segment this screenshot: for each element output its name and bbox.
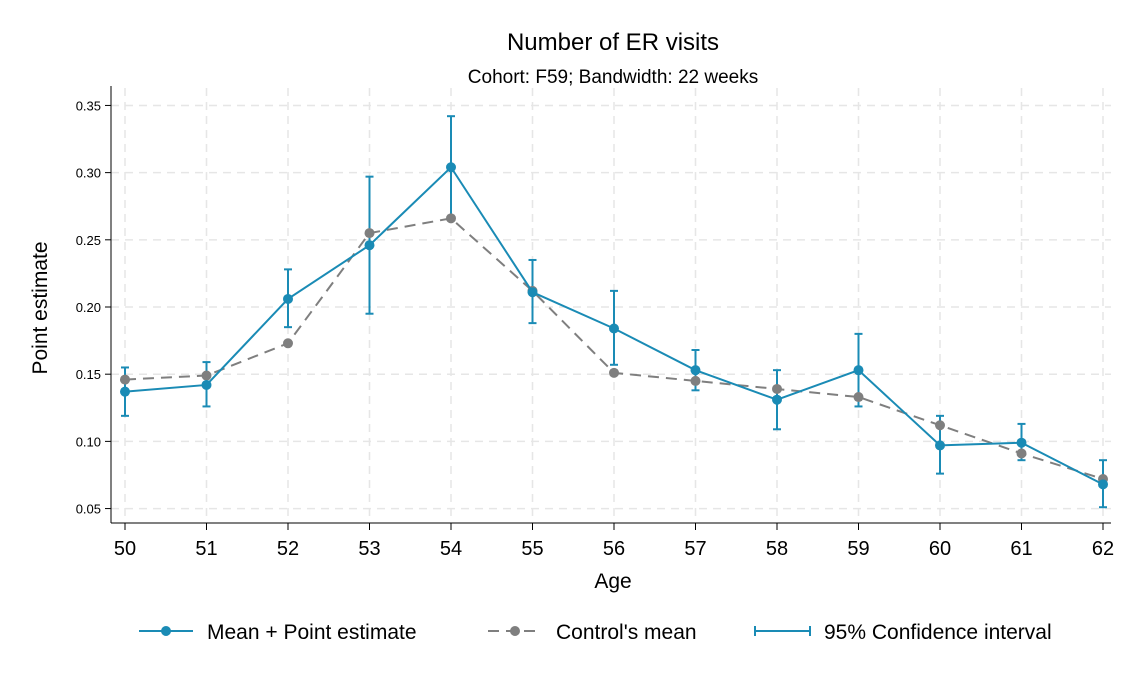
- point-estimate-point: [364, 240, 375, 251]
- y-tick-label: 0.35: [76, 98, 101, 113]
- legend-label-estimate: Mean + Point estimate: [207, 621, 417, 644]
- x-tick-label: 58: [766, 538, 788, 560]
- control-mean-point: [772, 383, 782, 394]
- legend-label-control: Control's mean: [556, 621, 697, 644]
- y-tick-label: 0.20: [76, 300, 101, 315]
- x-tick-label: 55: [521, 538, 543, 560]
- chart-title: Number of ER visits: [507, 29, 719, 56]
- series: [120, 162, 1108, 490]
- chart-subtitle: Cohort: F59; Bandwidth: 22 weeks: [468, 67, 758, 88]
- x-axis-label: Age: [594, 570, 631, 593]
- point-estimate-point: [446, 162, 456, 173]
- y-tick-label: 0.25: [76, 233, 101, 248]
- point-estimate-point: [201, 379, 212, 390]
- control-mean-point: [690, 375, 701, 386]
- axes: 50 51 52 53 54 55 56 57 58 59 60 61 62 0.05 0.10 0.15 0.…: [76, 86, 1114, 560]
- control-mean-point: [201, 370, 212, 381]
- point-estimate-point: [772, 394, 782, 405]
- control-mean-point: [364, 228, 375, 239]
- control-mean-point: [935, 420, 945, 431]
- control-mean-point: [446, 213, 456, 224]
- x-tick-label: 60: [929, 538, 951, 560]
- x-tick-label: 57: [684, 538, 706, 560]
- x-tick-label: 59: [847, 538, 869, 560]
- point-estimate-point: [935, 440, 945, 451]
- y-tick-label: 0.30: [76, 166, 101, 181]
- point-estimate-point: [609, 323, 619, 334]
- point-estimate-point: [1016, 437, 1027, 448]
- x-tick-label: 61: [1010, 538, 1032, 560]
- y-tick-label: 0.15: [76, 367, 101, 382]
- point-estimate-point: [853, 365, 864, 376]
- point-estimate-point: [690, 365, 701, 376]
- control-mean-point: [283, 338, 293, 349]
- legend-marker-control: [510, 626, 520, 636]
- x-tick-label: 54: [440, 538, 462, 560]
- y-tick-label: 0.10: [76, 434, 101, 449]
- point-estimate-point: [283, 293, 293, 304]
- grid: [111, 88, 1111, 522]
- control-mean-point: [120, 374, 130, 385]
- control-mean-point: [609, 367, 619, 378]
- legend-marker-estimate: [161, 626, 171, 636]
- y-tick-label: 0.05: [76, 502, 101, 517]
- point-estimate-point: [120, 386, 130, 397]
- y-axis-label: Point estimate: [29, 241, 52, 374]
- control-mean-point: [1016, 448, 1027, 459]
- x-tick-label: 50: [114, 538, 136, 560]
- legend-label-ci: 95% Confidence interval: [824, 621, 1052, 644]
- point-estimate-point: [527, 287, 538, 298]
- x-tick-label: 52: [277, 538, 299, 560]
- x-tick-label: 51: [195, 538, 217, 560]
- control-mean-point: [853, 392, 864, 403]
- legend: Mean + Point estimate Control's mean 95%…: [139, 621, 1052, 644]
- x-tick-label: 53: [358, 538, 380, 560]
- point-estimate-point: [1098, 479, 1108, 490]
- x-tick-label: 62: [1092, 538, 1114, 560]
- x-tick-label: 56: [603, 538, 625, 560]
